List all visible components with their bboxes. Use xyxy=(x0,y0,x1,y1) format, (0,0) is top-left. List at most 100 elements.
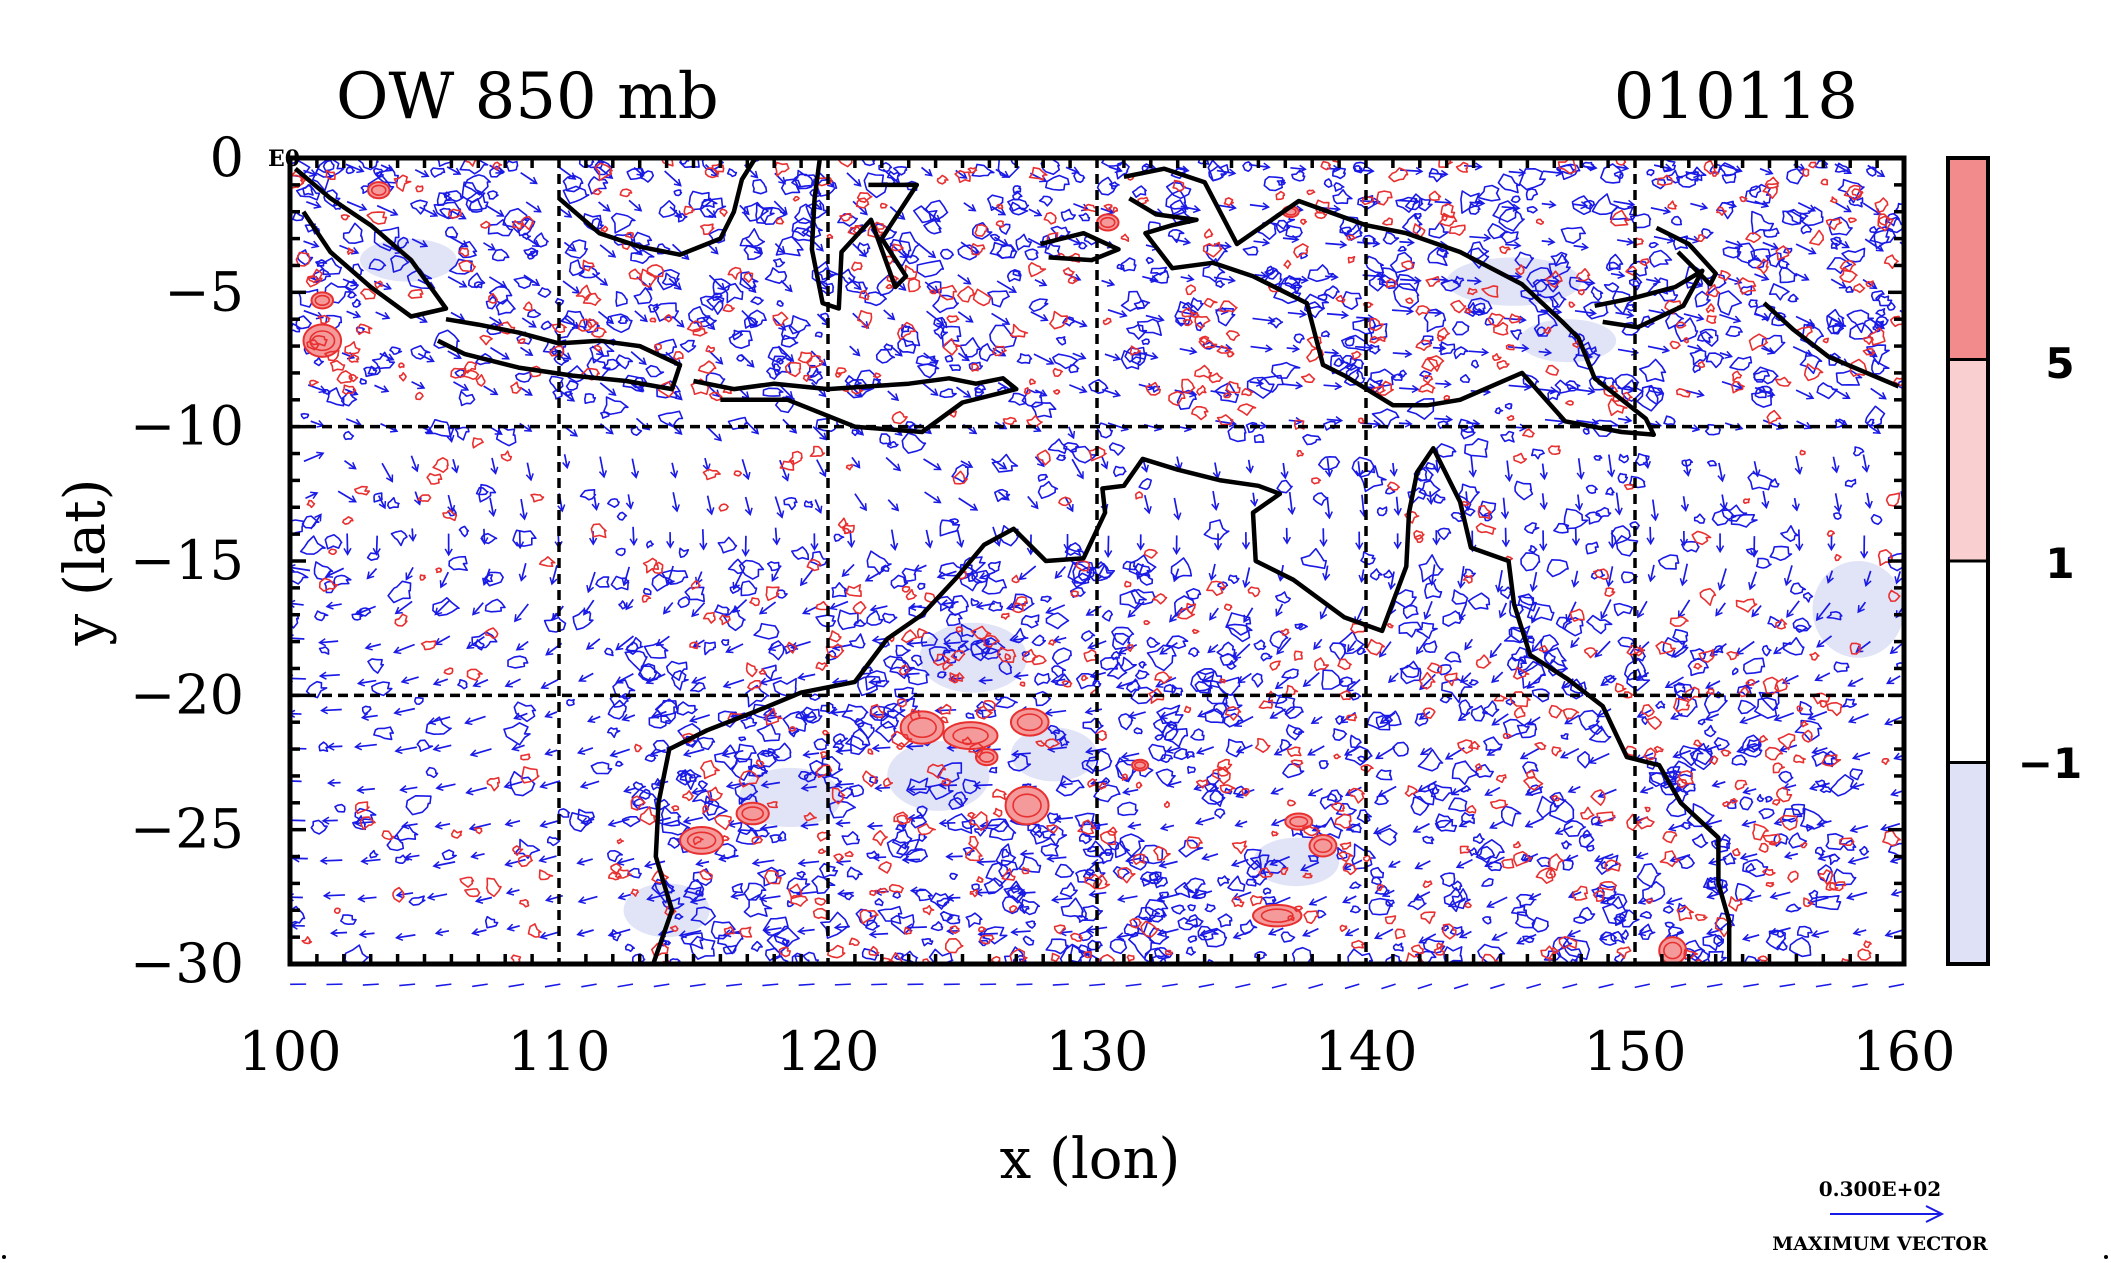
wind-vector-head xyxy=(1313,641,1321,651)
wind-vector xyxy=(1651,499,1657,521)
wind-vector xyxy=(1835,202,1851,213)
positive-ow-region-inner xyxy=(1663,941,1683,960)
positive-contour xyxy=(870,703,885,719)
wind-vector xyxy=(447,426,453,442)
wind-vector xyxy=(1247,459,1252,473)
wind-vector-head xyxy=(505,887,515,896)
positive-contour xyxy=(907,278,921,293)
wind-vector xyxy=(1398,422,1412,425)
wind-vector-head xyxy=(529,176,538,185)
negative-contour xyxy=(1565,380,1581,392)
positive-contour xyxy=(1513,850,1533,867)
wind-vector xyxy=(1895,571,1902,584)
positive-ow-region-inner xyxy=(1012,793,1042,818)
negative-contour xyxy=(1431,784,1453,802)
wind-vector xyxy=(411,528,414,541)
negative-contour xyxy=(795,710,810,721)
wind-vector xyxy=(627,494,632,509)
negative-contour xyxy=(671,669,689,691)
positive-contour xyxy=(1818,699,1828,708)
wind-vector-head xyxy=(1715,608,1723,617)
negative-contour xyxy=(461,181,486,204)
wind-vector xyxy=(1244,567,1251,587)
positive-contour xyxy=(1572,885,1588,901)
negative-contour xyxy=(678,547,690,558)
positive-contour xyxy=(1522,428,1535,438)
negative-contour xyxy=(344,280,359,291)
negative-contour xyxy=(1307,855,1319,862)
wind-vector xyxy=(1309,895,1328,906)
positive-contour xyxy=(1046,824,1060,834)
positive-contour xyxy=(747,680,762,691)
wind-vector-head xyxy=(649,748,659,757)
wind-vector-head xyxy=(1597,790,1606,799)
wind-vector-head xyxy=(707,322,716,331)
wind-vector xyxy=(1485,786,1501,796)
wind-vector xyxy=(507,925,520,930)
negative-contour xyxy=(1217,875,1230,887)
negative-contour xyxy=(978,343,997,362)
wind-vector-head xyxy=(814,505,823,515)
negative-contour xyxy=(1468,679,1479,686)
wind-vector-head xyxy=(1387,675,1396,684)
positive-contour xyxy=(1513,841,1522,849)
wind-vector xyxy=(701,317,715,330)
positive-contour xyxy=(459,876,475,888)
coastline-new-ireland xyxy=(1655,225,1718,287)
wind-vector-head xyxy=(1127,711,1136,720)
positive-contour xyxy=(1742,498,1751,505)
negative-contour xyxy=(978,939,991,947)
positive-contour xyxy=(1286,746,1302,757)
negative-contour xyxy=(1875,294,1893,307)
negative-contour xyxy=(565,380,579,391)
wind-vector-head xyxy=(464,717,473,726)
negative-contour xyxy=(1075,869,1095,883)
negative-contour xyxy=(911,654,923,667)
positive-contour xyxy=(1112,206,1118,214)
positive-contour xyxy=(891,730,913,748)
wind-vector-head xyxy=(1464,642,1472,651)
positive-contour xyxy=(817,848,827,854)
positive-contour xyxy=(1053,924,1066,935)
negative-contour xyxy=(1302,433,1322,446)
wind-vector xyxy=(417,352,434,363)
wind-vector-head xyxy=(1913,284,1920,290)
wind-vector-head xyxy=(1115,681,1125,690)
positive-contour xyxy=(837,158,856,168)
wind-vector-head xyxy=(1894,576,1903,585)
positive-contour xyxy=(970,243,986,256)
negative-contour xyxy=(1595,506,1612,518)
wind-vector xyxy=(1091,780,1108,785)
positive-contour xyxy=(946,315,960,323)
positive-contour xyxy=(1206,580,1227,597)
coastline-java xyxy=(436,316,683,392)
negative-contour xyxy=(1326,789,1344,804)
wind-vector-head xyxy=(1307,748,1316,756)
wind-vector-head xyxy=(1197,710,1206,718)
wind-vector xyxy=(1721,494,1726,510)
wind-vector-head xyxy=(1851,752,1861,761)
wind-vector xyxy=(761,781,781,787)
negative-contour xyxy=(1208,165,1227,182)
negative-contour xyxy=(875,720,897,743)
wind-vector xyxy=(1271,896,1291,906)
positive-contour xyxy=(779,459,795,471)
negative-contour xyxy=(311,167,334,192)
positive-contour xyxy=(1019,681,1026,687)
wind-vector-head xyxy=(393,646,402,655)
wind-vector-head xyxy=(1242,579,1251,589)
negative-contour xyxy=(1778,266,1798,284)
wind-vector xyxy=(1797,529,1801,550)
negative-contour xyxy=(1104,848,1113,856)
wind-vector xyxy=(562,280,580,294)
wind-vector-head xyxy=(1909,316,1916,322)
wind-vector xyxy=(890,346,903,357)
positive-contour xyxy=(1728,896,1743,912)
negative-contour xyxy=(1041,825,1068,847)
negative-contour xyxy=(495,424,517,447)
wind-vector-head xyxy=(313,201,322,209)
positive-contour xyxy=(1610,209,1630,227)
wind-vector-head xyxy=(1696,313,1705,322)
wind-vector xyxy=(1233,643,1251,660)
wind-vector-head xyxy=(1566,929,1576,938)
